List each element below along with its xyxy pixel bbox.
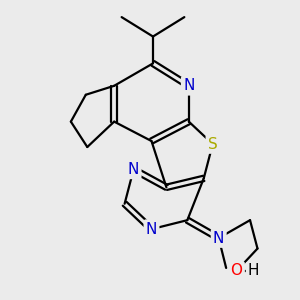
Text: S: S bbox=[208, 136, 218, 152]
Text: O: O bbox=[231, 263, 243, 278]
Text: N: N bbox=[146, 222, 157, 237]
Text: N: N bbox=[213, 231, 224, 246]
Text: H: H bbox=[247, 263, 259, 278]
Text: N: N bbox=[128, 162, 139, 177]
Text: N: N bbox=[183, 78, 194, 93]
